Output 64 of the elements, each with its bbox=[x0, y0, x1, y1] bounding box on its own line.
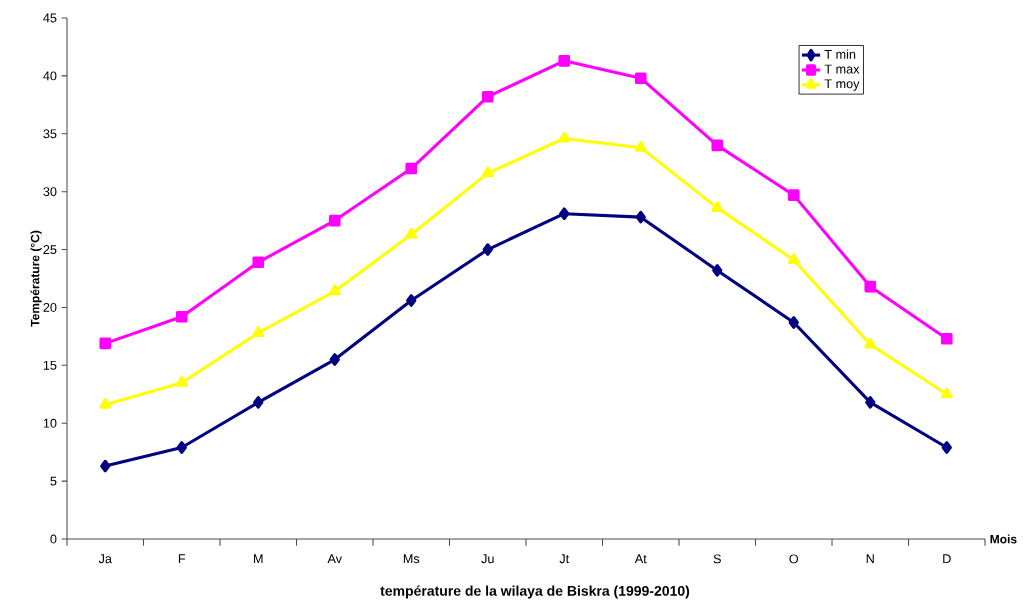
x-tick-label: N bbox=[866, 554, 874, 564]
x-tick-label: At bbox=[634, 554, 647, 564]
point bbox=[787, 253, 800, 265]
x-tick-label: M bbox=[254, 554, 263, 564]
point bbox=[482, 243, 493, 256]
point bbox=[328, 284, 341, 296]
point bbox=[175, 376, 188, 387]
point bbox=[941, 441, 952, 454]
point bbox=[559, 207, 570, 220]
point bbox=[940, 332, 953, 345]
point bbox=[405, 162, 418, 175]
point bbox=[711, 139, 724, 152]
x-tick-label: O bbox=[789, 554, 799, 564]
point bbox=[788, 316, 799, 329]
point bbox=[405, 227, 418, 239]
y-axis-title: Température (°C) bbox=[30, 230, 42, 327]
point bbox=[634, 72, 647, 84]
point bbox=[176, 441, 187, 454]
x-tick-label: D bbox=[943, 554, 951, 564]
y-tick-label: 5 bbox=[50, 476, 57, 486]
y-tick-label: 35 bbox=[43, 129, 57, 139]
point bbox=[864, 337, 877, 349]
y-tick-label: 0 bbox=[50, 534, 57, 544]
point bbox=[940, 387, 953, 399]
y-tick-label: 20 bbox=[43, 302, 57, 312]
x-tick-label: Ju bbox=[481, 554, 494, 564]
point bbox=[328, 214, 341, 227]
point bbox=[634, 141, 647, 152]
x-tick-label: Jt bbox=[559, 554, 570, 564]
legend-label: T min bbox=[824, 49, 856, 59]
point bbox=[865, 396, 876, 409]
point bbox=[100, 459, 111, 473]
y-tick-label: 10 bbox=[43, 418, 57, 428]
x-tick-label: Ja bbox=[98, 554, 112, 564]
point bbox=[481, 166, 494, 178]
x-tick-label: F bbox=[178, 554, 186, 564]
point bbox=[712, 264, 723, 277]
point bbox=[635, 210, 646, 224]
point bbox=[99, 398, 112, 409]
point bbox=[711, 201, 724, 212]
text: température de la wilaya de Biskra (1999-2010) bbox=[380, 585, 690, 599]
y-tick-label: 15 bbox=[43, 360, 57, 370]
point bbox=[253, 396, 264, 409]
point bbox=[252, 326, 265, 337]
point bbox=[864, 280, 877, 293]
x-tick-label: Ms bbox=[403, 554, 420, 564]
x-tick-label: S bbox=[713, 554, 721, 564]
x-tick-label: Av bbox=[327, 554, 342, 564]
point bbox=[787, 189, 800, 201]
y-tick-label: 40 bbox=[43, 71, 57, 81]
point bbox=[252, 256, 265, 269]
point bbox=[99, 337, 112, 350]
legend-label: T moy bbox=[824, 79, 860, 91]
y-tick-label: 25 bbox=[43, 245, 57, 255]
point bbox=[558, 55, 571, 67]
point bbox=[175, 310, 188, 323]
point bbox=[406, 294, 417, 307]
y-tick-label: 45 bbox=[43, 13, 57, 23]
point bbox=[329, 353, 340, 366]
point bbox=[481, 90, 494, 103]
y-tick-label: 30 bbox=[43, 187, 57, 197]
point bbox=[558, 131, 571, 143]
legend-label: T max bbox=[824, 64, 860, 74]
x-axis-title: Mois bbox=[990, 534, 1017, 544]
